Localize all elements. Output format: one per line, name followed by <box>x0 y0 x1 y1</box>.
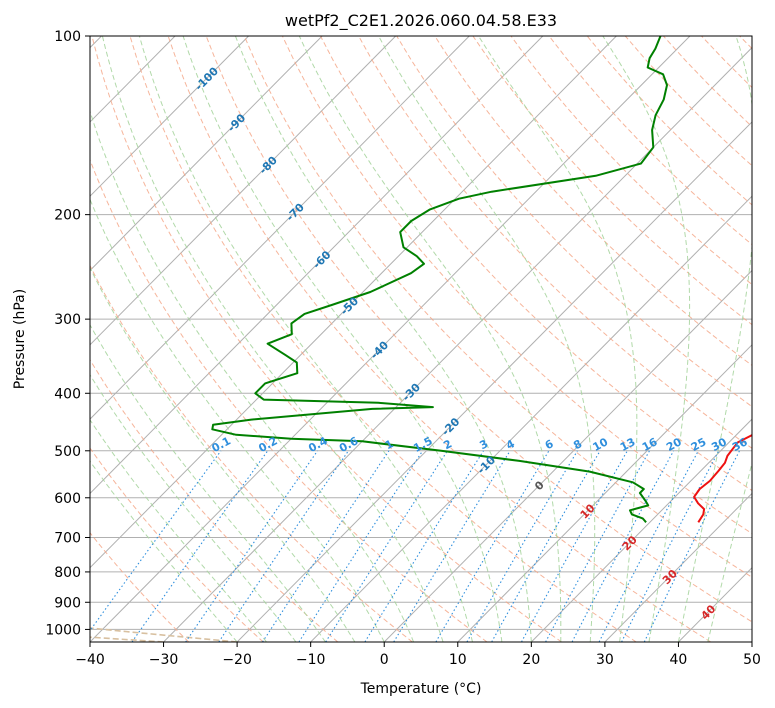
isotherm-line <box>163 46 752 642</box>
mixing-ratio-line <box>393 450 511 642</box>
mixing-ratio-line <box>218 450 349 642</box>
dry-adiabat <box>434 36 752 366</box>
mixing-ratio-label: 13 <box>618 435 638 454</box>
moist-adiabat <box>298 36 562 642</box>
x-tick-label: 50 <box>743 652 761 668</box>
x-tick-label: 30 <box>596 652 614 668</box>
moist-adiabat <box>90 373 297 642</box>
y-tick-label: 700 <box>54 531 81 547</box>
mixing-ratio-label: 20 <box>664 435 684 454</box>
x-tick-label: −10 <box>296 652 326 668</box>
moist-adiabat <box>182 36 503 642</box>
dry-adiabat <box>91 36 562 642</box>
dry-adiabat <box>90 358 339 642</box>
moist-adiabat <box>602 36 691 642</box>
dry-adiabat <box>129 36 637 642</box>
moist-adiabat <box>101 36 444 642</box>
mixing-ratio-line <box>131 450 269 642</box>
mixing-ratio-lines <box>90 450 740 642</box>
dry-adiabat <box>90 158 488 642</box>
dry-adiabat <box>320 36 752 492</box>
dry-adiabat <box>90 264 413 642</box>
isotherm-line <box>90 36 397 346</box>
x-tick-label: 40 <box>670 652 688 668</box>
x-tick-label: 10 <box>449 652 467 668</box>
mixing-ratio-label: 16 <box>640 435 660 454</box>
mixing-ratio-line <box>571 450 675 642</box>
moist-adiabat <box>90 266 356 642</box>
isotherm-line <box>604 492 752 642</box>
isotherm-line <box>457 344 752 642</box>
isotherm-line <box>90 36 323 272</box>
moist-adiabat <box>234 36 532 642</box>
mixing-ratio-line <box>325 450 448 642</box>
isotherm-line <box>90 36 617 569</box>
dry-adiabat <box>205 36 752 623</box>
plot-frame <box>89 35 753 643</box>
isotherm-line <box>90 36 691 642</box>
isotherm-line <box>530 418 752 642</box>
mixing-ratio-label: 36 <box>730 435 750 454</box>
moist-adiabat <box>138 36 473 642</box>
moist-adiabat <box>90 323 326 642</box>
moist-adiabat <box>478 36 638 642</box>
y-tick-label: 500 <box>54 444 81 460</box>
mixing-ratio-label: 10 <box>591 435 611 454</box>
dry-adiabat <box>510 36 752 286</box>
mixing-ratio-label: 30 <box>709 435 729 454</box>
moist-adiabat <box>707 461 752 642</box>
dry-adiabat <box>358 36 752 449</box>
moist-adiabat <box>378 36 596 642</box>
moist-adiabat <box>90 198 385 642</box>
dry-adiabat <box>90 531 190 642</box>
dry-adiabat <box>90 447 264 642</box>
y-tick-label: 400 <box>54 386 81 402</box>
dry-adiabat <box>281 36 752 535</box>
mixing-ratio-line <box>185 450 319 642</box>
moist-adiabat <box>677 36 752 642</box>
x-axis-label: Temperature (°C) <box>360 681 482 697</box>
isotherm-line <box>90 36 544 495</box>
y-tick-label: 300 <box>54 312 81 328</box>
plot-background <box>90 36 752 642</box>
y-tick-label: 1000 <box>45 622 81 638</box>
dry-adiabats <box>90 36 752 642</box>
pressure-gridlines <box>90 36 752 630</box>
sounding-series <box>211 36 752 523</box>
y-tick-label: 200 <box>54 208 81 224</box>
isotherm-line <box>383 269 752 642</box>
x-tick-label: −30 <box>149 652 179 668</box>
mixing-ratio-label: 25 <box>689 435 709 454</box>
dry-adiabat <box>167 36 712 642</box>
mixing-ratio-line <box>643 450 740 642</box>
mixing-ratio-line <box>90 450 222 632</box>
x-tick-label: 0 <box>380 652 389 668</box>
x-tick-label: −20 <box>222 652 252 668</box>
y-tick-label: 900 <box>54 595 81 611</box>
axes: −40 −30 −20 −10 0 10 20 30 40 50 100 200 300 400 500 60… <box>45 29 761 668</box>
y-axis-label: Pressure (hPa) <box>12 289 28 389</box>
chart-title: wetPf2_C2E1.2026.060.04.58.E33 <box>285 11 557 31</box>
y-tick-label: 600 <box>54 491 81 507</box>
moist-adiabats <box>90 36 752 642</box>
mixing-ratio-line <box>521 450 628 642</box>
isotherm-line <box>90 36 249 197</box>
mixing-ratio-line <box>262 450 390 642</box>
mixing-ratio-line <box>298 450 424 642</box>
temperature-line <box>693 433 752 523</box>
mixing-ratio-line <box>545 450 650 642</box>
y-tick-label: 100 <box>54 29 81 45</box>
y-tick-label: 800 <box>54 565 81 581</box>
isotherm-line <box>236 121 752 642</box>
isotherm-line <box>90 36 470 420</box>
moist-adiabat <box>90 418 267 642</box>
x-tick-label: −40 <box>75 652 105 668</box>
dewpoint-line <box>211 36 668 523</box>
x-tick-label: 20 <box>522 652 540 668</box>
moist-adiabat <box>90 460 238 642</box>
